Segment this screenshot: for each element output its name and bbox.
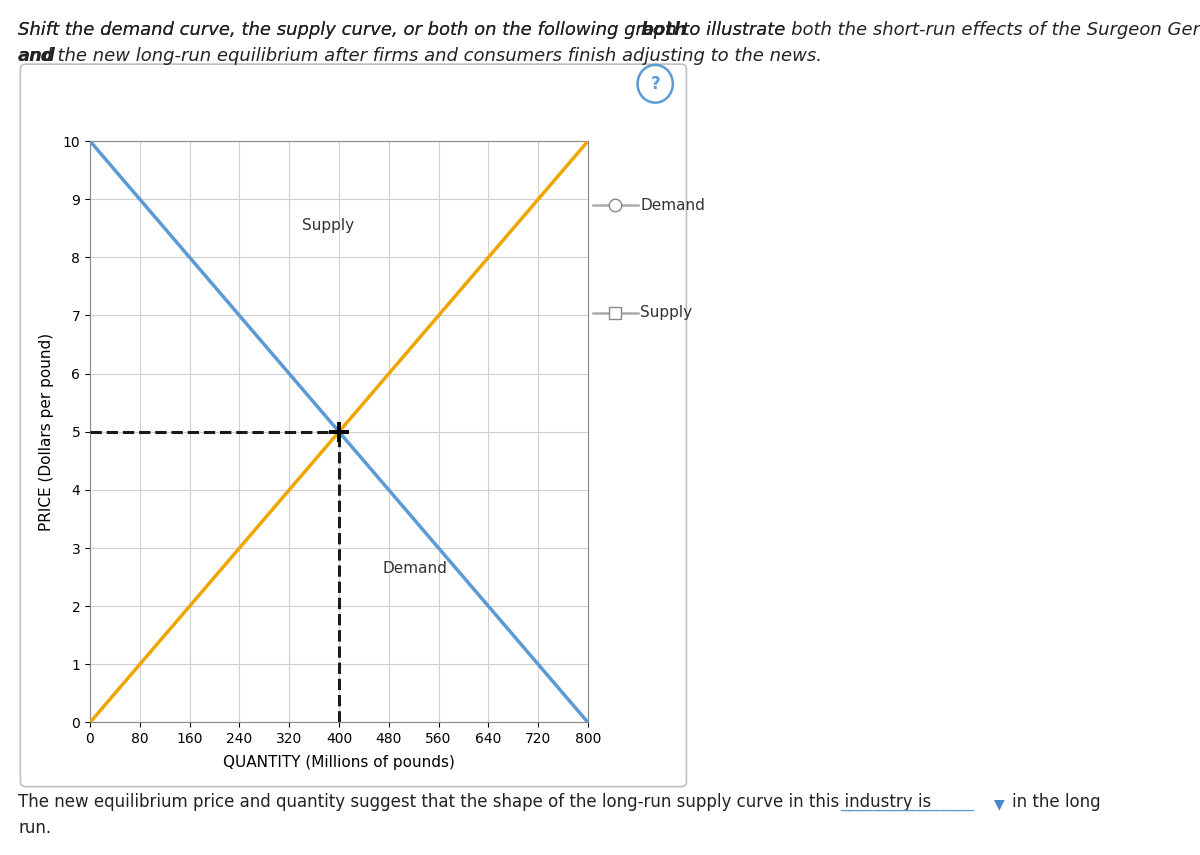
Text: Demand: Demand [383,561,448,576]
Text: ________________: ________________ [840,793,974,811]
Text: Shift the demand curve, the supply curve, or both on the following graph to illu: Shift the demand curve, the supply curve… [18,21,791,39]
Text: Supply: Supply [641,305,692,321]
Text: ▼: ▼ [994,797,1004,811]
Text: Shift the demand curve, the supply curve, or both on the following graph to illu: Shift the demand curve, the supply curve… [18,21,1200,39]
Text: Supply: Supply [301,218,354,233]
Text: Demand: Demand [641,198,706,213]
Text: ?: ? [650,74,660,93]
Text: The new equilibrium price and quantity suggest that the shape of the long-run su: The new equilibrium price and quantity s… [18,793,931,811]
Text: both: both [640,21,686,39]
Text: and: and [18,47,56,65]
Text: in the long: in the long [1012,793,1100,811]
Text: run.: run. [18,819,52,837]
Y-axis label: PRICE (Dollars per pound): PRICE (Dollars per pound) [40,333,54,531]
X-axis label: QUANTITY (Millions of pounds): QUANTITY (Millions of pounds) [223,754,455,770]
Text: and the new long-run equilibrium after firms and consumers finish adjusting to t: and the new long-run equilibrium after f… [18,47,822,65]
